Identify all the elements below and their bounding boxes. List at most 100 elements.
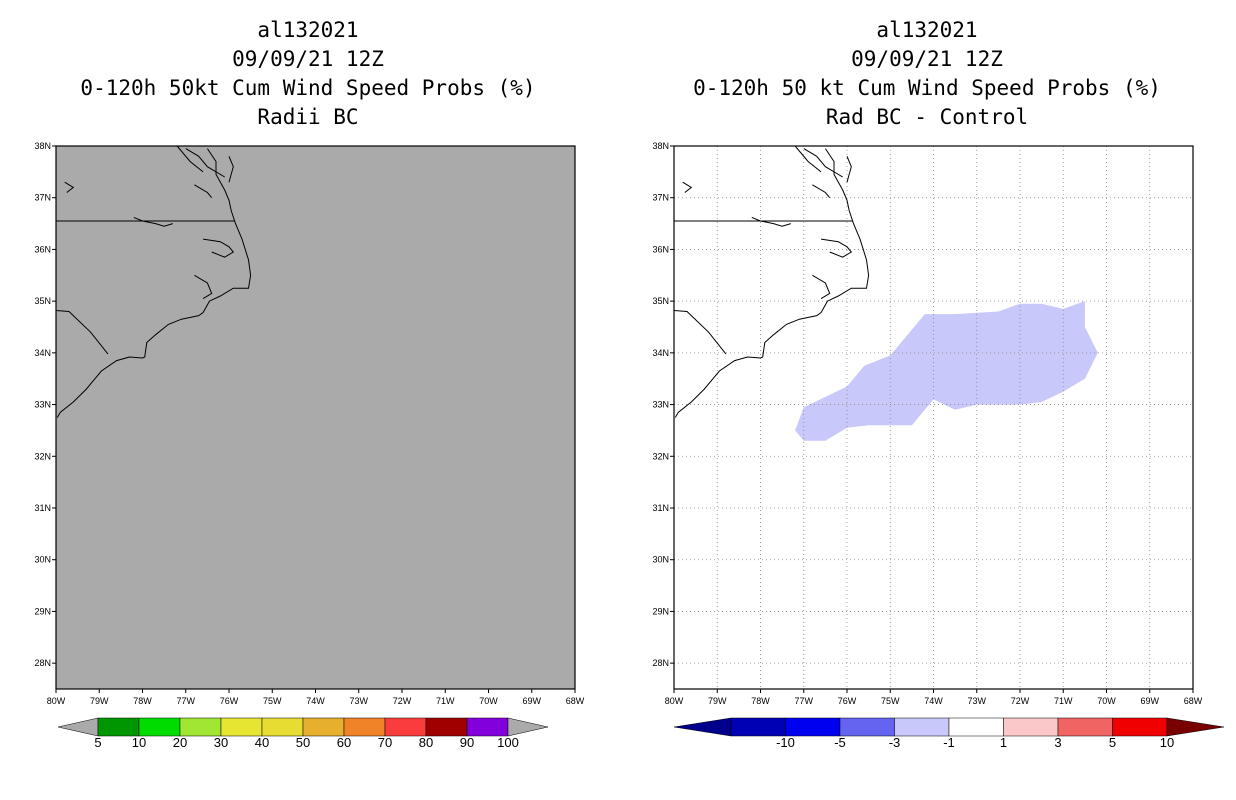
colorbar-swatch [138,717,181,737]
colorbar-label: -5 [834,735,846,750]
left-map-background [56,146,575,689]
left-title-line-1: al132021 [257,18,359,42]
right-title-line-4: Rad BC - Control [825,105,1029,129]
colorbar-label: 5 [94,735,101,750]
coastline-segment [674,148,870,418]
lat-tick-label: 34N [652,348,669,358]
colorbar-label: -1 [943,735,955,750]
colorbar-swatch [425,717,468,737]
lat-tick-label: 38N [652,141,669,151]
lon-tick-label: 75W [881,696,900,706]
right-title: al132021 09/09/21 12Z 0-120h 50 kt Cum W… [627,16,1227,132]
colorbar-right-arrow [1166,717,1225,737]
colorbar-left-arrow [57,717,99,737]
colorbar-swatch [894,717,950,737]
coastline-segment [803,148,843,178]
lon-tick-label: 78W [751,696,770,706]
lon-tick-label: 77W [176,696,195,706]
colorbar-label: 40 [255,735,269,750]
lat-tick-label: 31N [34,503,51,513]
colorbar-swatch [220,717,263,737]
lat-tick-label: 36N [652,244,669,254]
lat-tick-label: 36N [34,244,51,254]
left-title-line-2: 09/09/21 12Z [232,47,384,71]
left-coastlines [55,145,252,418]
colorbar-left-arrow [673,717,732,737]
colorbar-label: 50 [296,735,310,750]
coastline-segment [673,310,727,355]
lon-tick-label: 71W [1054,696,1073,706]
colorbar-right-arrow [507,717,549,737]
left-colorbar: 5 10 20 30 40 50 60 70 80 90 100 [57,717,549,750]
lon-tick-label: 72W [1011,696,1030,706]
lon-tick-label: 76W [838,696,857,706]
lon-tick-label: 78W [133,696,152,706]
lat-tick-label: 28N [34,658,51,668]
right-map-panel: 38N 37N 36N 35N 34N 33N 32N 31N 30N 29N 28N 80W 79W 7… [652,141,1225,750]
lon-tick-label: 80W [47,696,66,706]
right-title-line-2: 09/09/21 12Z [851,47,1003,71]
coastline-segment [194,274,213,300]
colorbar-label: 100 [497,735,519,750]
colorbar-swatch [384,717,427,737]
coastline-segment [185,148,225,178]
colorbar-label: 80 [419,735,433,750]
lat-tick-label: 35N [34,296,51,306]
colorbar-label: -10 [776,735,795,750]
lat-tick-label: 29N [34,606,51,616]
colorbar-swatch [466,717,509,737]
colorbar-swatch [948,717,1004,737]
right-colorbar: -10 -5 -3 -1 1 3 5 10 [673,717,1225,750]
lon-tick-label: 79W [708,696,727,706]
colorbar-swatch [785,717,841,737]
lon-tick-label: 77W [794,696,813,706]
coastline-segment [821,238,853,258]
lon-tick-label: 70W [1097,696,1116,706]
lon-tick-label: 75W [263,696,282,706]
colorbar-label: 30 [214,735,228,750]
lon-tick-label: 68W [1184,696,1203,706]
coastline-segment [812,274,831,300]
colorbar-swatch [1112,717,1168,737]
lat-tick-label: 30N [652,555,669,565]
right-probability-difference-area [795,301,1098,441]
colorbar-swatch [1057,717,1113,737]
lat-tick-label: 31N [652,503,669,513]
lon-tick-label: 73W [349,696,368,706]
lat-tick-label: 32N [34,451,51,461]
coastline-segment [194,184,213,199]
coastline-segment [751,216,791,227]
colorbar-swatch [261,717,304,737]
lon-tick-label: 73W [967,696,986,706]
right-coastlines [673,145,870,418]
colorbar-label: 10 [132,735,146,750]
lon-tick-label: 69W [1140,696,1159,706]
colorbar-label: 70 [378,735,392,750]
colorbar-label: 10 [1160,735,1174,750]
lon-tick-label: 70W [479,696,498,706]
left-title: al132021 09/09/21 12Z 0-120h 50kt Cum Wi… [8,16,608,132]
lat-tick-label: 35N [652,296,669,306]
colorbar-label: 3 [1054,735,1061,750]
lon-tick-label: 71W [436,696,455,706]
lat-tick-label: 30N [34,555,51,565]
coastline-segment [682,181,693,193]
colorbar-label: 20 [173,735,187,750]
lat-tick-label: 28N [652,658,669,668]
lon-tick-label: 72W [393,696,412,706]
coastline-segment [55,310,109,355]
lon-tick-label: 69W [522,696,541,706]
coastline-segment [56,148,252,418]
right-title-line-1: al132021 [876,18,978,42]
coastline-segment [203,238,235,258]
lon-tick-label: 76W [220,696,239,706]
colorbar-swatch [1003,717,1059,737]
colorbar-swatch [179,717,222,737]
right-title-line-3: 0-120h 50 kt Cum Wind Speed Probs (%) [693,76,1161,100]
lat-tick-label: 34N [34,348,51,358]
lon-tick-label: 74W [924,696,943,706]
colorbar-swatch [97,717,140,737]
lon-tick-label: 80W [665,696,684,706]
colorbar-swatch [343,717,386,737]
lon-tick-label: 79W [90,696,109,706]
